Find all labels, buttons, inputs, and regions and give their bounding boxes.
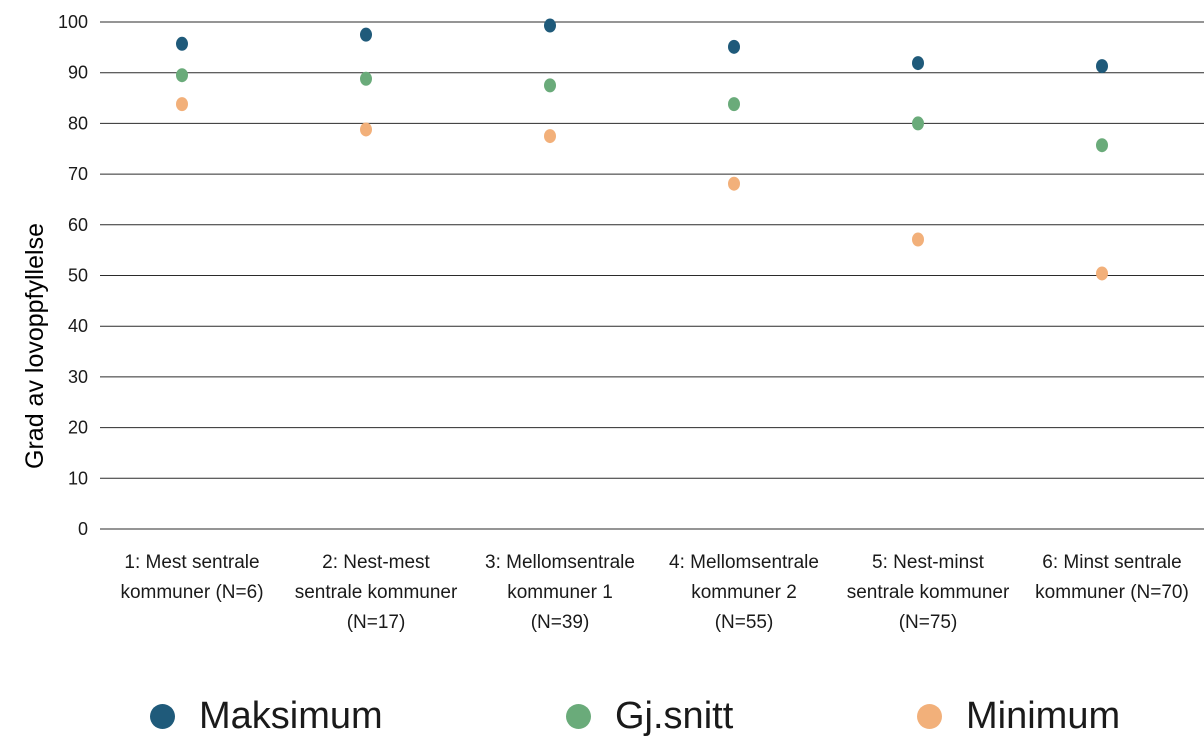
y-axis-label: Grad av lovoppfyllelse	[21, 223, 49, 469]
y-tick-50: 50	[68, 266, 88, 286]
y-tick-labels: 0 10 20 30 40 50 60 70 80 90 100	[58, 12, 88, 539]
y-tick-10: 10	[68, 468, 88, 488]
x-category-label-1: 1: Mest sentrale kommuner (N=6)	[120, 552, 263, 603]
x-category-label-4: 4: Mellomsentrale kommuner 2 (N=55)	[669, 552, 819, 633]
point-maksimum-2	[360, 27, 372, 42]
y-tick-20: 20	[68, 418, 88, 438]
x-category-label-2: 2: Nest-mest sentrale kommuner (N=17)	[295, 552, 458, 633]
point-minimum-6	[1096, 266, 1108, 281]
legend-item-minimum: Minimum	[917, 690, 1120, 742]
point-gj-snitt-2	[360, 71, 372, 86]
legend-label-maksimum: Maksimum	[199, 694, 383, 737]
point-maksimum-6	[1096, 59, 1108, 74]
y-tick-60: 60	[68, 215, 88, 235]
point-gj-snitt-4	[728, 97, 740, 112]
point-minimum-5	[912, 232, 924, 247]
y-tick-90: 90	[68, 63, 88, 83]
legend-item-gj-snitt: Gj.snitt	[566, 690, 733, 742]
y-tick-70: 70	[68, 164, 88, 184]
point-maksimum-5	[912, 56, 924, 71]
y-tick-80: 80	[68, 113, 88, 133]
point-minimum-4	[728, 176, 740, 191]
y-tick-100: 100	[58, 12, 88, 32]
gridlines	[100, 21, 1204, 530]
legend: Maksimum Gj.snitt Minimum	[0, 690, 1204, 742]
x-category-label-3: 3: Mellomsentrale kommuner 1 (N=39)	[485, 552, 635, 633]
point-maksimum-4	[728, 39, 740, 54]
x-category-label-5: 5: Nest-minst sentrale kommuner (N=75)	[847, 552, 1010, 633]
point-gj-snitt-6	[1096, 138, 1108, 153]
point-minimum-2	[360, 122, 372, 137]
data-points	[176, 18, 1108, 281]
point-gj-snitt-3	[544, 78, 556, 93]
legend-marker-maksimum	[150, 703, 175, 729]
point-gj-snitt-5	[912, 116, 924, 131]
point-maksimum-1	[176, 36, 188, 51]
point-gj-snitt-1	[176, 68, 188, 83]
point-minimum-1	[176, 97, 188, 112]
y-tick-0: 0	[78, 519, 88, 539]
scatter-chart: Grad av lovoppfyllelse 0 10 20 30 40 50 60 70 80…	[21, 12, 1204, 633]
legend-label-minimum: Minimum	[966, 694, 1121, 737]
x-category-labels: 1: Mest sentrale kommuner (N=6) 2: Nest-me…	[120, 552, 1188, 633]
x-category-label-6: 6: Minst sentrale kommuner (N=70)	[1035, 552, 1189, 603]
legend-label-gj-snitt: Gj.snitt	[615, 694, 734, 737]
legend-item-maksimum: Maksimum	[150, 690, 383, 742]
legend-marker-minimum	[917, 703, 942, 729]
point-maksimum-3	[544, 18, 556, 33]
y-tick-40: 40	[68, 316, 88, 336]
point-minimum-3	[544, 129, 556, 144]
legend-marker-gj-snitt	[566, 703, 591, 729]
y-tick-30: 30	[68, 367, 88, 387]
